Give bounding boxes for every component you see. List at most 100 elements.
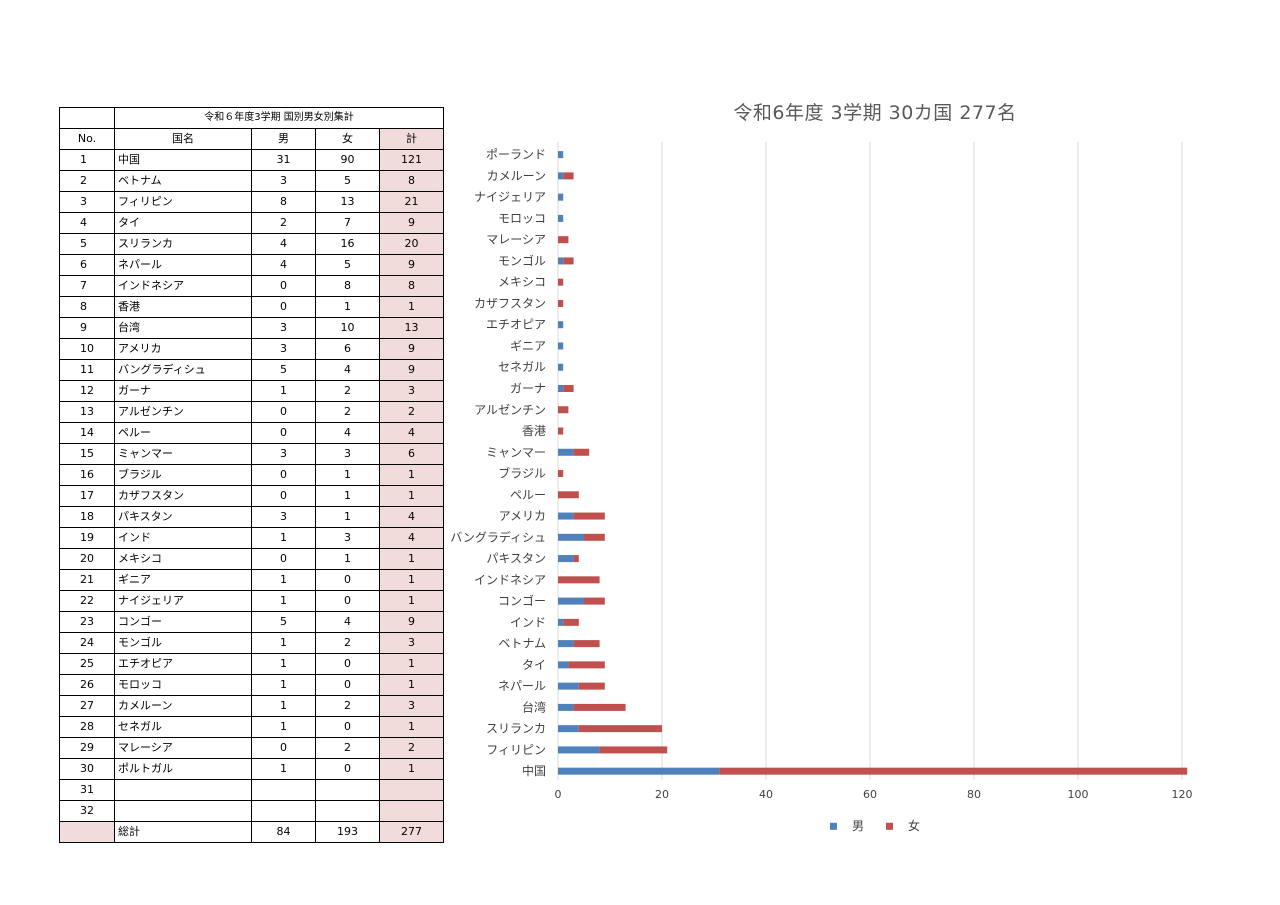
row-total-count: 121: [379, 149, 444, 171]
bar-female: [558, 470, 564, 478]
row-female-count: 2: [315, 632, 380, 654]
table-row: 15 ミャンマー 3 3 6: [59, 443, 444, 465]
grand-total-label: 総計: [114, 821, 252, 843]
category-label: 台湾: [522, 699, 546, 714]
row-country-name: ギニア: [114, 569, 252, 591]
category-label: バングラディシュ: [450, 529, 546, 544]
row-country-name: 中国: [114, 149, 252, 171]
row-female-count: 4: [315, 611, 380, 633]
table-row: 31: [59, 779, 444, 801]
grand-total-male: 84: [251, 821, 316, 843]
bar-male: [558, 725, 579, 733]
caption-blank-cell: [59, 107, 115, 129]
row-male-count: 1: [251, 758, 316, 780]
bar-male: [558, 151, 564, 159]
bar-male: [558, 257, 564, 265]
row-total-count: 21: [379, 191, 444, 213]
row-no: 15: [59, 443, 115, 465]
category-label: メキシコ: [498, 275, 546, 289]
row-female-count: 16: [315, 233, 380, 255]
table-row: 22 ナイジェリア 1 0 1: [59, 590, 444, 612]
category-label: カメルーン: [487, 169, 546, 183]
row-total-count: 13: [379, 317, 444, 339]
row-female-count: 5: [315, 254, 380, 276]
bar-female: [558, 406, 569, 414]
row-no: 20: [59, 548, 115, 570]
legend-label-male: 男: [852, 819, 864, 833]
row-no: 6: [59, 254, 115, 276]
table-row: 5 スリランカ 4 16 20: [59, 233, 444, 255]
row-female-count: 1: [315, 464, 380, 486]
x-tick-label: 80: [967, 788, 981, 801]
table-row: 14 ペルー 0 4 4: [59, 422, 444, 444]
row-country-name: フィリピン: [114, 191, 252, 213]
bar-female: [719, 767, 1188, 775]
category-label: ギニア: [510, 339, 546, 353]
row-male-count: 4: [251, 233, 316, 255]
row-no: 9: [59, 317, 115, 339]
row-no: 29: [59, 737, 115, 759]
category-label: カザフスタン: [474, 296, 546, 310]
row-male-count: 8: [251, 191, 316, 213]
row-no: 11: [59, 359, 115, 381]
row-total-count: 3: [379, 380, 444, 402]
row-no: 23: [59, 611, 115, 633]
x-tick-label: 100: [1068, 788, 1089, 801]
bar-female: [558, 278, 564, 286]
category-label: ガーナ: [510, 381, 546, 395]
row-total-count: 2: [379, 401, 444, 423]
bar-female: [573, 555, 579, 563]
table-row: 9 台湾 3 10 13: [59, 317, 444, 339]
category-label: セネガル: [498, 360, 546, 374]
row-female-count: [315, 800, 380, 822]
category-label: モンゴル: [498, 253, 546, 268]
bar-male: [558, 342, 564, 350]
table-row: 10 アメリカ 3 6 9: [59, 338, 444, 360]
row-total-count: 3: [379, 632, 444, 654]
table-row: 12 ガーナ 1 2 3: [59, 380, 444, 402]
category-label: ブラジル: [498, 466, 546, 481]
table-row: 32: [59, 800, 444, 822]
row-male-count: [251, 800, 316, 822]
row-no: 24: [59, 632, 115, 654]
row-female-count: 0: [315, 590, 380, 612]
row-total-count: 8: [379, 275, 444, 297]
row-no: 27: [59, 695, 115, 717]
row-country-name: 台湾: [114, 317, 252, 339]
row-country-name: タイ: [114, 212, 252, 234]
grand-total-row: 総計 84 193 277: [59, 821, 444, 843]
bar-male: [558, 384, 564, 392]
row-country-name: [114, 800, 252, 822]
row-male-count: 3: [251, 338, 316, 360]
row-female-count: 0: [315, 569, 380, 591]
row-total-count: 4: [379, 422, 444, 444]
table-row: 2 ベトナム 3 5 8: [59, 170, 444, 192]
category-label: アメリカ: [499, 509, 546, 523]
bar-female: [599, 746, 668, 754]
category-label: ナイジェリア: [474, 190, 546, 204]
table-row: 27 カメルーン 1 2 3: [59, 695, 444, 717]
row-country-name: 香港: [114, 296, 252, 318]
category-label: コンゴー: [498, 593, 546, 608]
category-label: モロッコ: [498, 211, 546, 225]
chart-title: 令和6年度 3学期 30カ国 277名: [733, 102, 1017, 124]
bar-female: [578, 725, 662, 733]
row-female-count: 0: [315, 716, 380, 738]
row-total-count: 1: [379, 653, 444, 675]
row-no: 18: [59, 506, 115, 528]
row-country-name: カザフスタン: [114, 485, 252, 507]
row-male-count: 3: [251, 170, 316, 192]
bar-male: [558, 661, 569, 669]
bar-female: [573, 703, 626, 711]
country-gender-table: 令和６年度3学期 国別男女別集計 No. 国名 男 女 計 1 中国 31 90 121…: [59, 107, 444, 843]
legend-swatch-female: [886, 822, 893, 830]
row-country-name: インドネシア: [114, 275, 252, 297]
bar-female: [573, 512, 605, 520]
table-row: 29 マレーシア 0 2 2: [59, 737, 444, 759]
row-country-name: ガーナ: [114, 380, 252, 402]
row-female-count: 8: [315, 275, 380, 297]
table-row: 24 モンゴル 1 2 3: [59, 632, 444, 654]
row-male-count: 1: [251, 674, 316, 696]
row-total-count: 2: [379, 737, 444, 759]
row-total-count: 9: [379, 254, 444, 276]
